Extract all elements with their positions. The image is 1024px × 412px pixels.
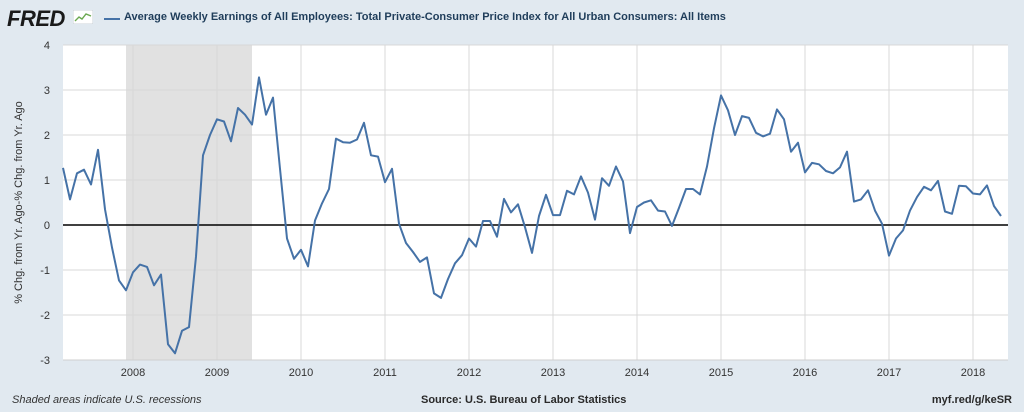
y-tick-label: 2 [44,130,50,142]
x-tick-label: 2018 [961,367,985,379]
x-axis: 2008 2009 2010 2011 2012 2013 2014 2015 2016 2017… [63,359,1008,379]
legend-series-line [104,18,120,20]
x-tick-label: 2014 [625,367,649,379]
x-tick-label: 2017 [877,367,901,379]
x-tick-label: 2013 [541,367,565,379]
y-tick-label: 3 [44,85,50,97]
fred-logo-graph-icon [73,10,93,24]
y-tick-label: -3 [40,355,50,367]
y-axis: -3 -2 -1 0 1 2 3 4 [40,40,50,367]
x-tick-label: 2015 [709,367,733,379]
chart-title[interactable]: Average Weekly Earnings of All Employees… [124,11,726,23]
x-tick-label: 2011 [373,367,397,379]
source-text: Source: U.S. Bureau of Labor Statistics [421,394,627,406]
y-tick-label: 4 [44,40,50,52]
y-axis-label-group: % Chg. from Yr. Ago-% Chg. from Yr. Ago [13,101,25,304]
x-tick-label: 2010 [289,367,313,379]
y-axis-label: % Chg. from Yr. Ago-% Chg. from Yr. Ago [13,101,25,304]
chart-header: FRED Average Weekly Earnings of All Empl… [0,0,1024,36]
series-line[interactable] [62,76,1002,355]
y-tick-label: -1 [40,265,50,277]
recession-shading-layer [126,45,252,360]
recession-band [126,45,252,360]
x-tick-label: 2009 [205,367,229,379]
y-tick-label: 0 [44,220,50,232]
y-tick-label: 1 [44,175,50,187]
x-tick-label: 2008 [121,367,145,379]
y-tick-label: -2 [40,310,50,322]
x-tick-label: 2016 [793,367,817,379]
fred-logo[interactable]: FRED [7,6,65,31]
x-tick-label: 2012 [457,367,481,379]
short-url[interactable]: myf.red/g/keSR [931,394,1012,406]
recession-note: Shaded areas indicate U.S. recessions [12,394,202,406]
